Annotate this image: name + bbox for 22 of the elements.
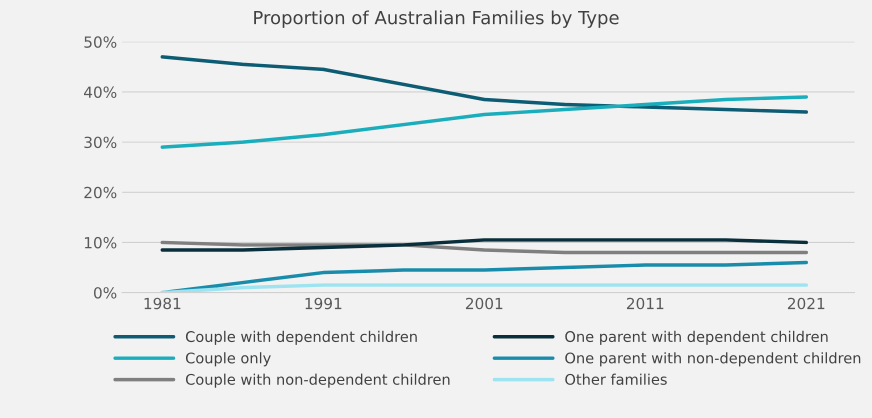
y-tick-label: 20% xyxy=(84,186,116,198)
y-tick-label: 50% xyxy=(84,36,116,48)
y-tick-label: 30% xyxy=(84,136,116,148)
legend-label: One parent with dependent children xyxy=(565,330,828,345)
x-tick-label: 2021 xyxy=(788,298,824,310)
chart-title: Proportion of Australian Families by Type xyxy=(254,10,619,28)
legend-label: Couple with dependent children xyxy=(186,330,417,345)
y-tick-label: 0% xyxy=(94,287,116,299)
legend-label: One parent with non-dependent children xyxy=(565,352,860,366)
legend-label: Couple only xyxy=(186,352,271,366)
line-series xyxy=(160,260,808,293)
x-tick-label: 1991 xyxy=(306,298,342,310)
line-series xyxy=(160,55,808,114)
legend-label: Couple with non-dependent children xyxy=(186,374,450,388)
legend-label: Other families xyxy=(565,374,667,385)
y-tick-label: 40% xyxy=(84,86,116,98)
x-tick-label: 2001 xyxy=(466,298,502,310)
line-series xyxy=(160,95,808,149)
y-tick-label: 10% xyxy=(84,236,116,248)
x-tick-label: 2011 xyxy=(626,298,664,310)
x-tick-label: 1981 xyxy=(144,298,180,310)
line-series xyxy=(160,238,808,252)
